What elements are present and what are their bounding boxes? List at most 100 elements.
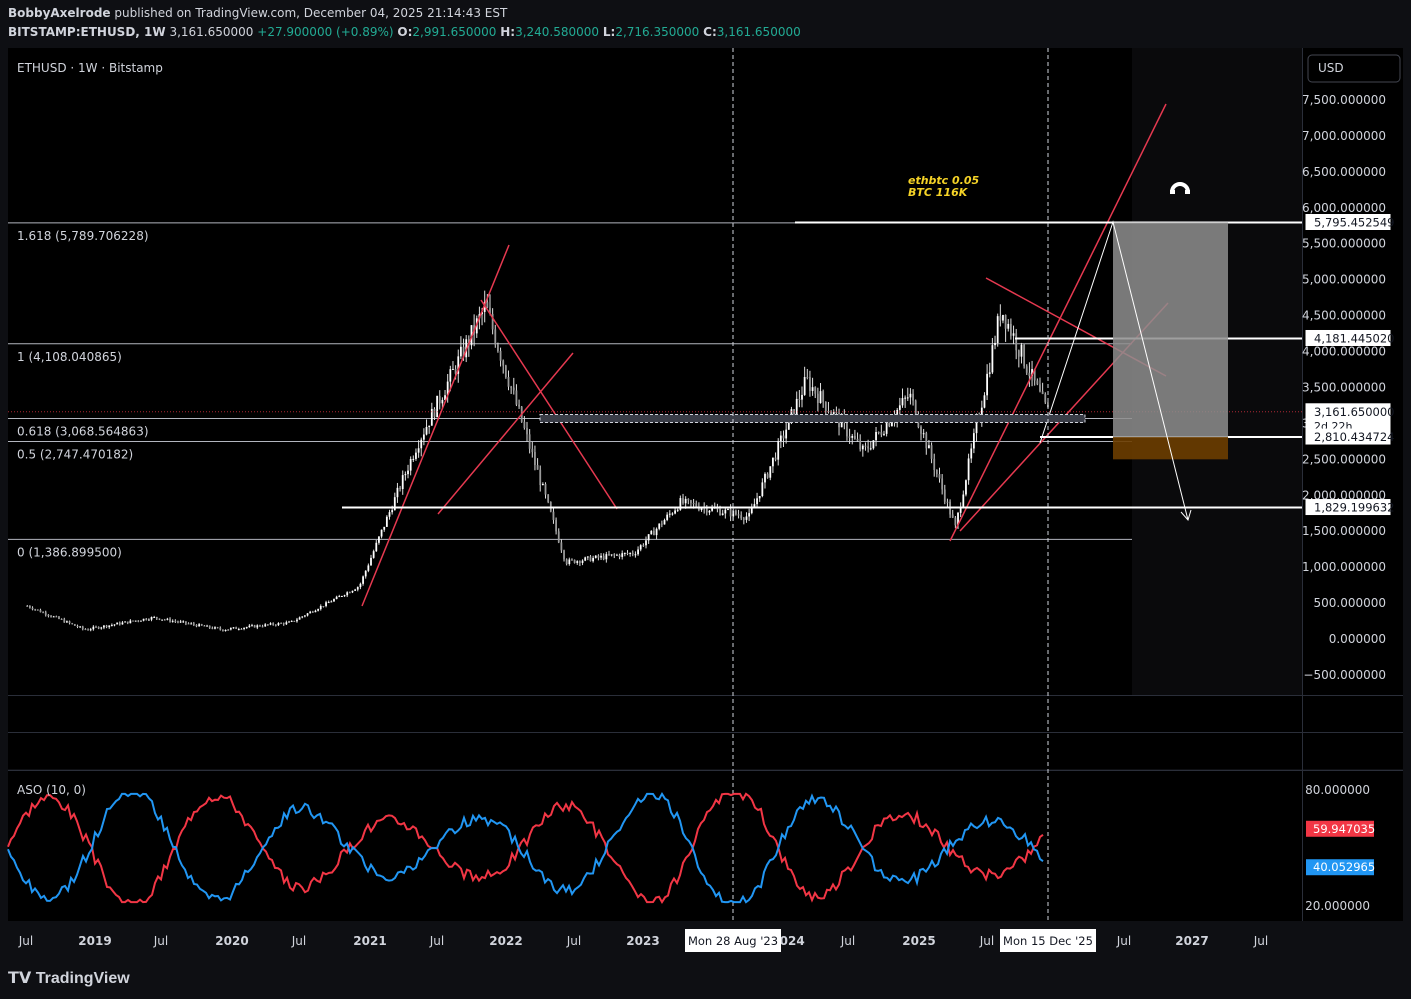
candle-down [999,316,1002,321]
candle-up [761,482,764,497]
candle-up [460,346,462,357]
candle-down [846,422,848,437]
candle-down [534,452,536,465]
ohlc-line: BITSTAMP:ETHUSD, 1W 3,161.650000 +27.900… [8,25,801,39]
candle-up [750,507,753,514]
candle-up [317,609,320,611]
candle-down [1010,323,1012,336]
candle-down [528,434,531,449]
candle-up [1007,323,1010,329]
aso-pane[interactable] [8,771,1403,921]
price-tick-label: 2,000.000000 [1302,488,1386,502]
candle-down [47,614,50,616]
candle-up [430,408,433,426]
candle-up [100,627,103,629]
price-tick-label: 4,500.000000 [1302,309,1386,323]
candle-up [748,513,751,517]
candle-up [851,435,854,438]
candle-up [229,628,232,630]
time-axis[interactable]: Jul 2019 Jul 2020 Jul 2021 Jul 2022 Jul 2023 2024 J… [18,929,1268,952]
candle-up [245,627,248,629]
candle-up [711,507,714,511]
candle-up [346,592,349,596]
time-tick-label: 2020 [215,934,248,948]
candle-up [586,556,589,558]
publish-info: published on TradingView.com, December 0… [114,6,508,20]
time-tick-label: Jul [840,934,855,948]
candle-down [719,509,721,515]
position-stop-zone[interactable] [1113,437,1228,460]
candle-down [578,561,581,563]
candle-down [933,458,936,470]
candle-up [922,433,925,435]
candle-down [835,411,838,414]
candle-up [745,516,748,520]
drawings[interactable] [8,48,1302,921]
price-tick-label: 7,000.000000 [1302,129,1386,143]
candle-up [79,626,82,628]
candle-down [510,386,513,388]
candle-down [507,376,510,387]
time-marker-badge[interactable] [685,929,781,952]
candle-up [483,302,486,312]
candle-up [666,514,669,520]
close-label: C: [703,25,717,39]
candle-up [1020,344,1023,357]
candle-down [28,605,31,608]
candle-down [499,350,502,361]
candle-down [626,552,629,554]
currency-button[interactable] [1307,54,1401,83]
trend-line[interactable] [949,103,1167,542]
price-axis[interactable]: 7,500.000000 7,000.000000 6,500.000000 6,00… [1302,93,1394,682]
candle-up [428,425,431,427]
candle-up [772,457,774,467]
range-box[interactable] [539,413,1086,423]
candle-up [758,496,761,499]
candle-up [769,466,772,478]
candle-up [362,576,364,584]
candle-down [1036,380,1039,385]
tradingview-logo[interactable]: 𝗧𝗩 TradingView [8,968,130,988]
candle-up [594,555,597,558]
close-value: 3,161.650000 [716,25,801,39]
candle-up [356,587,359,590]
candle-down [552,511,555,520]
candle-down [55,616,58,618]
candle-down [859,440,862,450]
candle-down [695,503,698,508]
trend-line[interactable] [480,299,618,510]
candle-down [914,400,917,420]
candle-down [954,517,957,526]
candle-down [497,344,499,351]
candle-up [576,561,579,563]
trend-line[interactable] [437,352,574,515]
candle-up [616,554,618,556]
candle-down [126,621,129,624]
author-name[interactable]: BobbyAxelrode [8,6,111,20]
candle-down [631,552,634,555]
position-target-zone[interactable] [1113,222,1228,438]
candle-up [991,345,994,373]
price-badge-label: 2,810.434724 [1314,430,1394,444]
candle-down [735,510,737,515]
projection-path[interactable] [1039,220,1189,521]
candle-down [322,606,325,608]
candle-up [610,554,613,556]
price-badge [1305,214,1391,231]
candle-down [348,592,351,594]
candle-down [526,427,528,435]
candle-down [830,412,832,415]
candle-up [343,595,346,597]
candle-down [454,368,457,374]
price-tick-label: 1,000.000000 [1302,560,1386,574]
candle-down [1023,344,1026,367]
magnet-icon[interactable] [1170,182,1190,194]
candle-up [378,536,380,543]
candle-down [31,607,34,610]
time-marker-badge[interactable] [1000,929,1096,952]
price-badge-label: 4,181.445020 [1314,331,1394,345]
price-badge-label: 1,829.199632 [1314,501,1394,515]
candle-up [621,553,624,557]
candle-down [1025,366,1028,373]
